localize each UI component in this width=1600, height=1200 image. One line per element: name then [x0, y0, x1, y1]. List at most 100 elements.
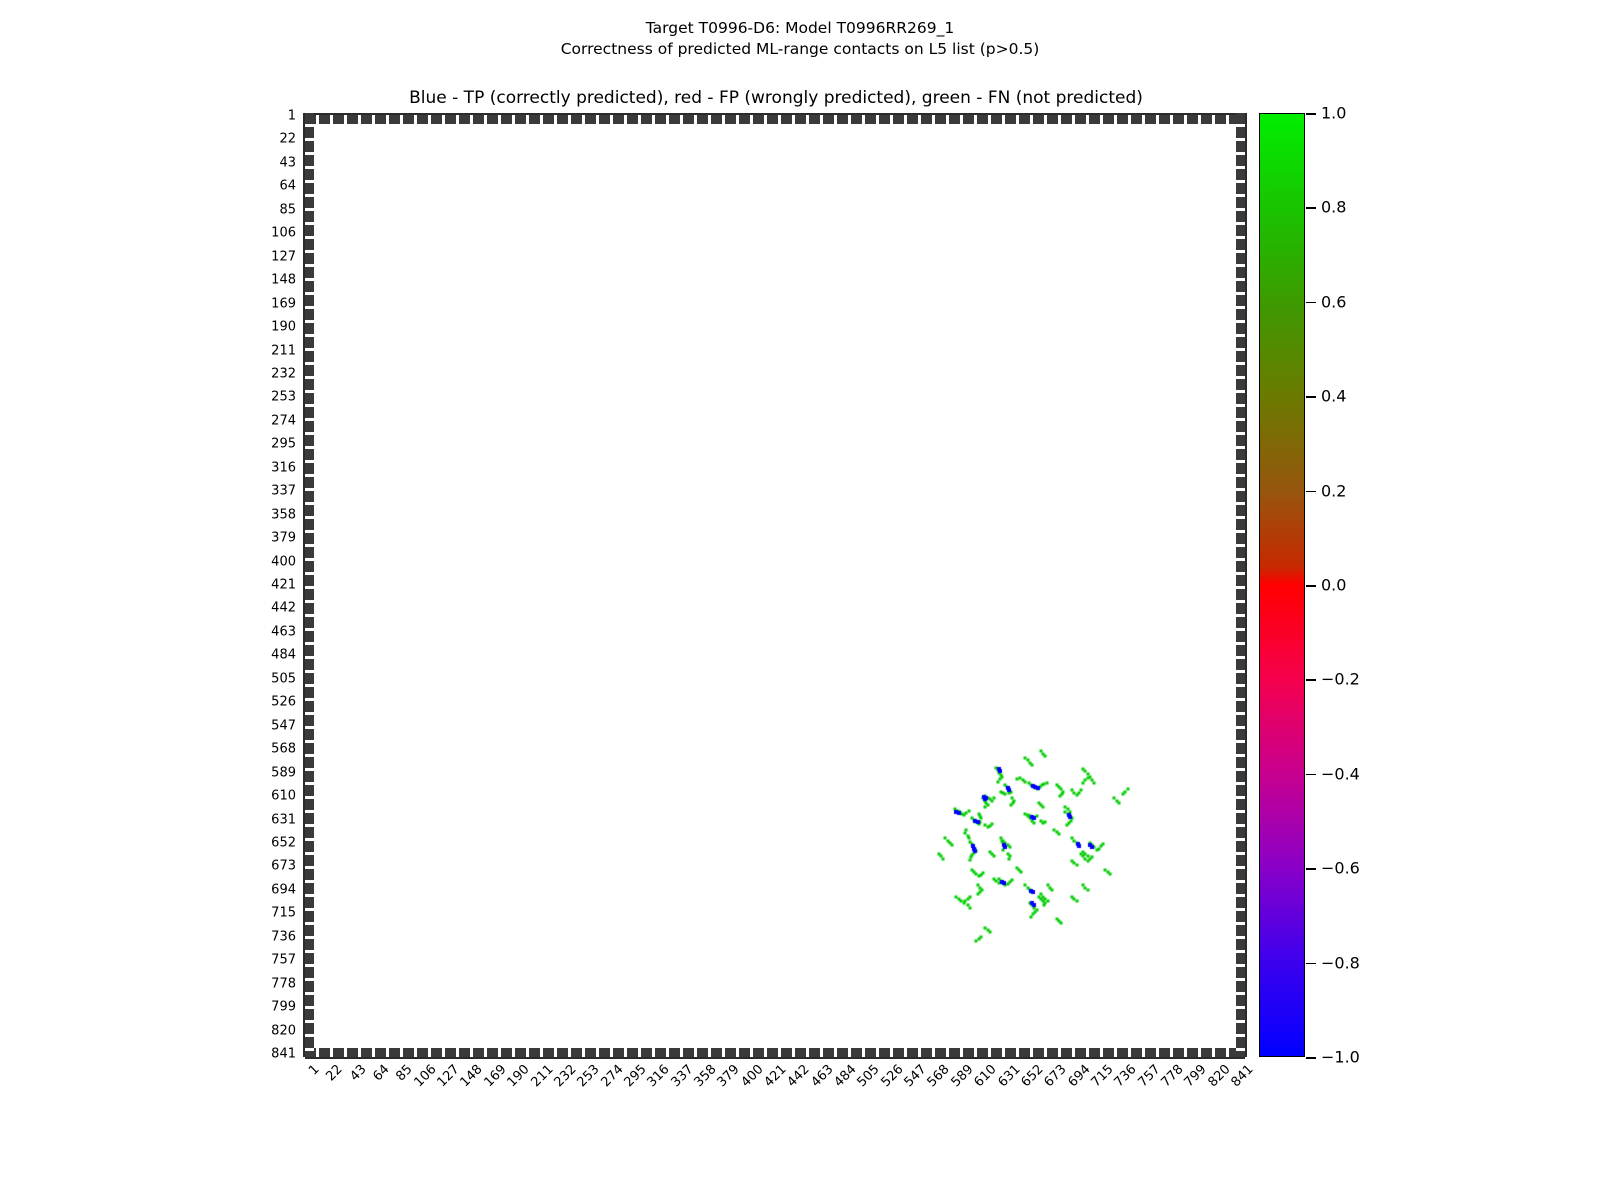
y-tick-label: 295 — [271, 436, 296, 452]
x-tick-label: 274 — [597, 1062, 627, 1091]
x-tick-label: 694 — [1064, 1062, 1094, 1091]
y-tick-label: 841 — [271, 1046, 296, 1062]
x-tick-label: 505 — [854, 1062, 883, 1091]
colorbar-tick-label: 0.4 — [1321, 386, 1347, 406]
figure-title: Target T0996-D6: Model T0996RR269_1 Corr… — [0, 18, 1600, 60]
colorbar-tick — [1306, 773, 1316, 776]
y-tick-label: 43 — [279, 155, 296, 171]
legend-subtitle: Blue - TP (correctly predicted), red - F… — [409, 88, 1143, 108]
x-tick-label: 106 — [411, 1062, 440, 1091]
y-tick-label: 148 — [271, 272, 296, 288]
colorbar-tick — [1306, 207, 1316, 209]
y-tick-label: 673 — [271, 858, 296, 874]
x-tick-label: 484 — [831, 1062, 860, 1091]
y-tick-label: 589 — [271, 765, 296, 781]
y-tick-label: 757 — [271, 952, 296, 968]
colorbar-tick — [1306, 113, 1316, 115]
y-tick-label: 211 — [271, 343, 296, 358]
colorbar-tick-label: 0.2 — [1321, 481, 1347, 501]
y-tick-label: 505 — [271, 671, 296, 687]
x-tick-label: 169 — [481, 1062, 510, 1091]
y-tick-label: 652 — [271, 835, 296, 851]
y-tick-label: 694 — [271, 882, 296, 898]
colorbar-tick-label: 1.0 — [1321, 103, 1347, 123]
x-tick-label: 652 — [1018, 1062, 1047, 1091]
x-tick-label: 400 — [738, 1062, 767, 1091]
axis-right-tick-band — [1236, 113, 1247, 1057]
x-tick-label: 568 — [924, 1062, 954, 1091]
y-tick-label: 610 — [271, 788, 296, 804]
x-tick-label: 715 — [1088, 1062, 1117, 1091]
y-tick-label: 526 — [271, 694, 296, 710]
y-tick-label: 799 — [271, 999, 296, 1015]
colorbar-tick-label: 0.6 — [1321, 292, 1347, 312]
y-tick-label: 253 — [271, 389, 296, 405]
colorbar-tick-label: −0.6 — [1321, 858, 1360, 878]
x-tick-label: 736 — [1111, 1062, 1140, 1091]
x-tick-label: 379 — [714, 1062, 743, 1091]
y-axis-tick-labels: 1 22 43 64 85 106 127 148 169 190 211 232 253 274 295 3… — [0, 0, 300, 1200]
x-tick-label: 43 — [346, 1062, 370, 1085]
y-tick-label: 274 — [271, 413, 296, 429]
x-tick-label: 64 — [370, 1062, 393, 1085]
y-tick-label: 316 — [271, 460, 296, 476]
x-tick-label: 127 — [434, 1062, 463, 1091]
y-tick-label: 1 — [287, 108, 296, 124]
x-tick-label: 253 — [574, 1062, 603, 1091]
x-tick-label: 610 — [971, 1062, 1000, 1091]
x-tick-label: 232 — [551, 1062, 580, 1091]
y-tick-label: 400 — [271, 554, 296, 570]
colorbar-tick — [1306, 679, 1316, 681]
x-tick-label: 22 — [323, 1062, 346, 1085]
x-tick-label: 1 — [306, 1062, 323, 1079]
title-line-2: Correctness of predicted ML-range contac… — [560, 40, 1040, 58]
y-tick-label: 22 — [279, 131, 296, 147]
x-tick-label: 316 — [644, 1062, 673, 1091]
colorbar-tick-label: −0.8 — [1321, 953, 1360, 973]
x-tick-label: 673 — [1041, 1062, 1070, 1091]
y-tick-label: 337 — [271, 483, 296, 499]
y-tick-label: 442 — [271, 600, 296, 616]
x-tick-label: 799 — [1181, 1062, 1210, 1091]
y-tick-label: 568 — [271, 741, 296, 757]
x-tick-label: 421 — [761, 1062, 790, 1091]
colorbar-tick — [1306, 396, 1316, 398]
x-tick-label: 841 — [1228, 1062, 1257, 1091]
y-tick-label: 715 — [271, 905, 296, 921]
x-tick-label: 148 — [457, 1062, 487, 1091]
y-tick-label: 232 — [271, 366, 296, 382]
colorbar-tick — [1306, 1057, 1316, 1059]
colorbar: 1.0 0.8 0.6 0.4 0.2 0.0 −0.2 −0.4 −0.6 −0.8 −1.0 — [1259, 104, 1360, 1067]
x-tick-label: 463 — [808, 1062, 837, 1091]
colorbar-tick — [1306, 301, 1316, 304]
colorbar-tick — [1306, 490, 1316, 493]
x-tick-label: 820 — [1205, 1062, 1234, 1091]
y-tick-label: 736 — [271, 929, 296, 945]
colorbar-tick-label: 0.8 — [1321, 197, 1347, 217]
x-tick-label: 778 — [1158, 1062, 1187, 1091]
x-tick-label: 547 — [901, 1062, 930, 1091]
x-tick-label: 211 — [527, 1062, 557, 1091]
y-tick-label: 64 — [279, 178, 296, 194]
y-tick-label: 85 — [279, 202, 296, 218]
x-tick-label: 337 — [668, 1062, 697, 1091]
colorbar-tick — [1306, 962, 1316, 965]
colorbar-tick-label: 0.0 — [1321, 575, 1347, 595]
y-tick-label: 169 — [271, 296, 296, 312]
x-tick-label: 358 — [691, 1062, 720, 1091]
x-tick-label: 526 — [878, 1062, 907, 1091]
title-line-1: Target T0996-D6: Model T0996RR269_1 — [645, 19, 955, 37]
y-tick-label: 190 — [271, 319, 296, 335]
colorbar-tick-label: −0.4 — [1321, 764, 1360, 784]
colorbar-gradient — [1259, 113, 1305, 1057]
colorbar-tick — [1306, 585, 1316, 587]
y-tick-label: 547 — [271, 718, 296, 734]
y-tick-label: 820 — [271, 1023, 296, 1039]
x-tick-label: 190 — [504, 1062, 533, 1091]
colorbar-tick-label: −0.2 — [1321, 669, 1360, 689]
x-tick-label: 757 — [1135, 1062, 1164, 1091]
y-tick-label: 106 — [271, 225, 296, 241]
x-tick-label: 631 — [994, 1062, 1024, 1091]
